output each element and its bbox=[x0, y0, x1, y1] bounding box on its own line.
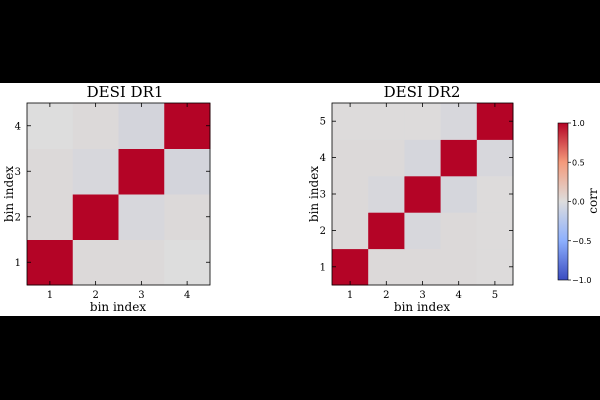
colorbar-tick-label: 0.5 bbox=[572, 158, 585, 167]
heatmap-cell-2-2 bbox=[368, 212, 405, 250]
heatmap-cell-3-4 bbox=[164, 148, 211, 195]
y-tick-label: 3 bbox=[15, 167, 21, 178]
y-tick-label: 1 bbox=[320, 262, 326, 273]
y-tick-label: 1 bbox=[15, 258, 21, 269]
chart-title: DESI DR1 bbox=[87, 83, 164, 101]
y-tick-label: 4 bbox=[15, 121, 21, 132]
heatmap-cell-2-1 bbox=[27, 194, 74, 240]
x-tick-label: 5 bbox=[492, 290, 498, 301]
x-tick-label: 2 bbox=[383, 290, 389, 301]
heatmap-cell-1-4 bbox=[440, 248, 478, 286]
colorbar-tick-label: 1.0 bbox=[572, 119, 585, 128]
x-tick-label: 1 bbox=[47, 290, 53, 301]
heatmap-cell-4-3 bbox=[118, 103, 165, 149]
colorbar-label: corr bbox=[586, 188, 600, 214]
heatmap-cell-4-5 bbox=[476, 139, 514, 177]
y-tick-label: 3 bbox=[320, 190, 326, 201]
heatmap-cell-2-1 bbox=[332, 212, 369, 250]
x-tick-label: 4 bbox=[456, 290, 462, 301]
heatmap-cell-4-4 bbox=[440, 139, 478, 177]
heatmap-cell-1-2 bbox=[368, 248, 405, 286]
x-tick-label: 3 bbox=[419, 290, 425, 301]
x-axis-label: bin index bbox=[394, 300, 450, 314]
heatmap-cell-1-3 bbox=[118, 239, 165, 286]
heatmap-cell-4-4 bbox=[164, 103, 211, 149]
x-tick-label: 1 bbox=[347, 290, 353, 301]
heatmap-cell-5-4 bbox=[440, 103, 478, 140]
heatmap-cell-3-3 bbox=[404, 175, 442, 213]
heatmap-cells bbox=[332, 103, 514, 286]
y-tick-label: 2 bbox=[15, 212, 21, 223]
y-axis-label: bin index bbox=[307, 166, 321, 222]
heatmap-cell-1-3 bbox=[404, 248, 442, 286]
heatmap-cell-5-3 bbox=[404, 103, 442, 140]
heatmap-cell-3-3 bbox=[118, 148, 165, 195]
y-tick-label: 5 bbox=[320, 117, 326, 128]
heatmap-cell-2-3 bbox=[118, 194, 165, 240]
heatmap-cell-1-2 bbox=[72, 239, 119, 286]
x-tick-label: 3 bbox=[138, 290, 144, 301]
chart-title: DESI DR2 bbox=[384, 83, 461, 101]
heatmap-cell-4-1 bbox=[27, 103, 74, 149]
colorbar-tick-label: −1.0 bbox=[572, 276, 591, 285]
heatmap-panel-dr2: DESI DR2 bin index bin index 1 2 3 4 5 1 2 3 4 5 bbox=[307, 83, 514, 314]
heatmap-cell-1-1 bbox=[27, 239, 74, 286]
heatmap-cell-3-2 bbox=[72, 148, 119, 195]
heatmap-cell-2-2 bbox=[72, 194, 119, 240]
heatmap-cell-1-4 bbox=[164, 239, 211, 286]
heatmap-cell-2-4 bbox=[164, 194, 211, 240]
heatmap-cell-3-5 bbox=[476, 175, 514, 213]
heatmap-cell-2-4 bbox=[440, 212, 478, 250]
heatmap-cell-4-3 bbox=[404, 139, 442, 177]
y-tick-label: 4 bbox=[320, 153, 326, 164]
colorbar-tick-label: −0.5 bbox=[572, 237, 591, 246]
heatmap-cell-3-2 bbox=[368, 175, 405, 213]
heatmap-cell-2-5 bbox=[476, 212, 514, 250]
x-tick-label: 2 bbox=[92, 290, 98, 301]
heatmap-cell-1-1 bbox=[332, 248, 369, 286]
colorbar-tick-label: 0.0 bbox=[572, 198, 585, 207]
heatmap-cell-3-1 bbox=[27, 148, 74, 195]
heatmap-cell-3-4 bbox=[440, 175, 478, 213]
heatmap-panel-dr1: DESI DR1 bin index bin index 1 2 3 4 1 2 3 4 bbox=[2, 83, 211, 314]
colorbar: corr 1.0 0.5 0.0 −0.5 −1.0 bbox=[557, 119, 600, 285]
heatmap-cells bbox=[27, 103, 211, 286]
heatmap-cell-3-1 bbox=[332, 175, 369, 213]
y-tick-label: 2 bbox=[320, 226, 326, 237]
x-tick-label: 4 bbox=[184, 290, 190, 301]
plot-frame bbox=[26, 102, 211, 286]
colorbar-gradient bbox=[557, 122, 569, 281]
heatmap-cell-4-2 bbox=[72, 103, 119, 149]
heatmap-cell-5-5 bbox=[476, 103, 514, 140]
heatmap-cell-4-2 bbox=[368, 139, 405, 177]
y-axis-label: bin index bbox=[2, 166, 16, 222]
heatmap-cell-4-1 bbox=[332, 139, 369, 177]
x-axis-label: bin index bbox=[90, 300, 146, 314]
heatmap-cell-5-2 bbox=[368, 103, 405, 140]
heatmap-cell-5-1 bbox=[332, 103, 369, 140]
heatmap-cell-2-3 bbox=[404, 212, 442, 250]
heatmap-cell-1-5 bbox=[476, 248, 514, 286]
